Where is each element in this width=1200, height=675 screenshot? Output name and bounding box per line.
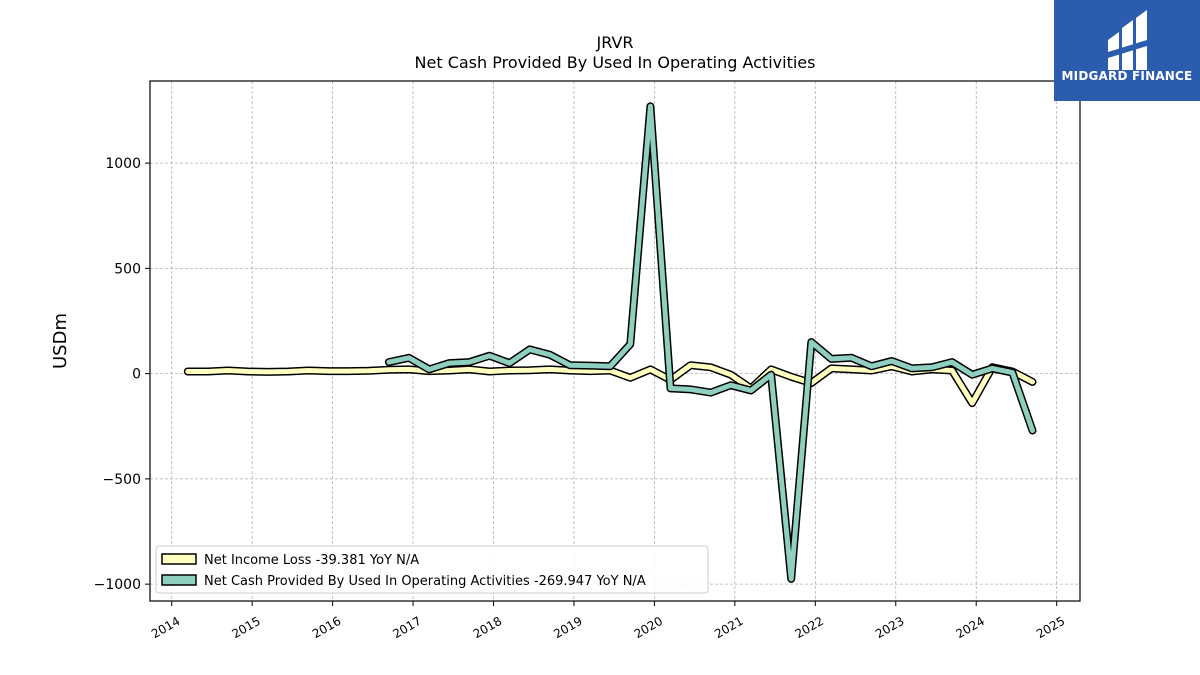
chart-title: JRVR [595,33,633,52]
x-tick-label: 2025 [1034,614,1067,641]
y-tick-label: 500 [114,261,141,277]
series-line-outline [384,102,1037,583]
legend: Net Income Loss -39.381 YoY N/A Net Cash … [155,545,709,594]
x-tick-label: 2014 [149,614,182,641]
legend-item: Net Cash Provided By Used In Operating A… [161,574,646,589]
grid [150,81,1080,601]
series-0 [183,361,1037,408]
x-tick-label: 2016 [310,614,343,641]
x-tick-label: 2023 [873,614,906,641]
midgard-finance-logo: MIDGARD FINANCE [1054,0,1200,101]
series-line [386,103,1035,582]
y-tick-label: 0 [132,367,141,383]
legend-label: Net Income Loss -39.381 YoY N/A [204,553,419,568]
legend-box [155,545,709,594]
series-line [185,362,1035,406]
series-1 [384,102,1037,583]
series-lines [183,102,1037,583]
logo-mark-icon [1108,10,1147,70]
x-tick-label: 2021 [712,614,745,641]
x-tick-label: 2019 [551,614,584,641]
chart-titles: JRVR Net Cash Provided By Used In Operat… [415,33,816,72]
y-axis-label: USDm [50,313,71,369]
y-tick-label: −500 [103,472,141,488]
legend-swatch [161,553,197,565]
x-tick-label: 2024 [953,614,986,641]
x-tick-label: 2020 [632,614,665,641]
chart-subtitle: Net Cash Provided By Used In Operating A… [415,53,816,72]
y-axis-ticks: −1000 −500 0 500 1000 [94,156,150,593]
logo-text: MIDGARD FINANCE [1062,69,1193,83]
x-tick-label: 2018 [471,614,504,641]
legend-swatch [161,574,197,586]
legend-label: Net Cash Provided By Used In Operating A… [204,574,646,589]
y-tick-label: −1000 [94,577,141,593]
x-tick-label: 2015 [229,614,262,641]
x-tick-label: 2022 [793,614,826,641]
y-tick-label: 1000 [105,156,141,172]
legend-item: Net Income Loss -39.381 YoY N/A [161,553,419,568]
x-axis-ticks: 2014 2015 2016 2017 2018 2019 2020 2021 2022 2023… [149,601,1067,641]
x-tick-label: 2017 [390,614,423,641]
plot-frame [149,80,1081,602]
